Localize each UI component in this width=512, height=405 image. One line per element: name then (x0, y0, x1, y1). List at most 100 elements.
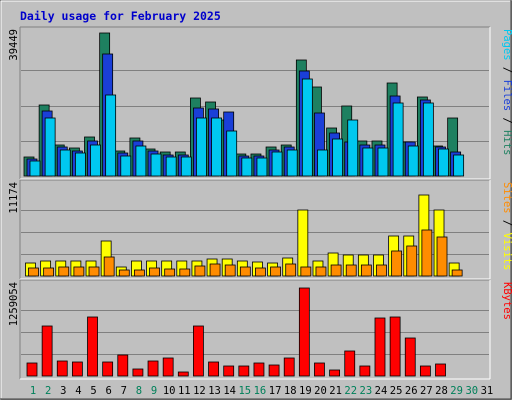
bar-sites-day-15 (239, 266, 251, 277)
bar-kbytes-day-13 (208, 361, 219, 377)
bar-pages-day-11 (180, 156, 192, 177)
bar-sites-day-6 (103, 256, 115, 277)
x-tick-label: 17 (269, 385, 282, 397)
bar-pages-day-28 (438, 148, 449, 177)
x-tick-label: 2 (45, 385, 51, 397)
bar-pages-day-6 (105, 94, 117, 177)
bar-sites-day-4 (73, 266, 85, 277)
x-tick-label: 14 (223, 385, 236, 397)
bar-pages-day-3 (59, 149, 71, 177)
legend-visits: Visits (501, 233, 512, 271)
y-axis-max-label: 11174 (8, 182, 20, 214)
bar-sites-day-21 (330, 264, 342, 277)
bar-pages-day-19 (301, 78, 313, 177)
x-tick-label: 8 (136, 385, 142, 397)
bar-kbytes-day-1 (26, 362, 38, 377)
x-tick-label: 5 (90, 385, 96, 397)
x-tick-label: 1 (30, 385, 36, 397)
bar-sites-day-20 (315, 266, 327, 277)
bar-sites-day-10 (164, 268, 176, 277)
x-tick-label: 4 (75, 385, 81, 397)
bar-sites-day-5 (88, 266, 100, 277)
bar-kbytes-day-9 (147, 360, 159, 377)
legend-files: Files (501, 80, 512, 112)
bar-pages-day-8 (135, 145, 147, 177)
bar-sites-day-27 (421, 229, 433, 277)
bar-visits-day-19 (297, 209, 309, 277)
bar-kbytes-day-4 (71, 361, 83, 377)
bar-sites-day-29 (451, 269, 463, 277)
bar-sites-day-9 (149, 267, 160, 277)
x-tick-label: 29 (450, 385, 463, 397)
bar-sites-day-12 (194, 265, 206, 277)
bar-sites-day-28 (436, 236, 448, 277)
legend-sites: Sites (501, 182, 512, 214)
bar-sites-day-19 (300, 266, 312, 277)
bar-kbytes-day-14 (223, 365, 235, 377)
bar-pages-day-18 (286, 149, 298, 177)
x-tick-label: 20 (314, 385, 327, 397)
x-tick-label: 7 (121, 385, 127, 397)
bar-pages-day-12 (196, 117, 207, 177)
bar-pages-day-23 (362, 147, 374, 177)
bar-sites-day-17 (270, 266, 281, 277)
bar-pages-day-25 (392, 102, 404, 177)
panel-kbytes: 1259054 KBytes (8, 279, 512, 380)
bar-kbytes-day-17 (268, 364, 280, 377)
bar-sites-day-24 (376, 264, 387, 277)
x-tick-label: 23 (360, 385, 373, 397)
bar-kbytes-day-16 (253, 362, 265, 377)
bar-pages-day-15 (241, 157, 253, 177)
x-tick-label: 22 (344, 385, 357, 397)
x-tick-label: 25 (390, 385, 403, 397)
x-tick-label: 21 (329, 385, 342, 397)
bar-pages-day-7 (120, 155, 132, 177)
x-tick-label: 24 (375, 385, 388, 397)
x-tick-label: 12 (193, 385, 206, 397)
x-tick-label: 19 (299, 385, 312, 397)
bar-kbytes-day-11 (177, 371, 189, 377)
bar-kbytes-day-24 (374, 317, 386, 377)
bar-kbytes-day-22 (344, 350, 356, 377)
bar-pages-day-27 (422, 102, 434, 177)
bar-kbytes-day-3 (56, 360, 68, 377)
bar-kbytes-day-25 (389, 316, 401, 377)
bar-kbytes-day-23 (359, 365, 371, 377)
bar-kbytes-day-19 (298, 287, 310, 377)
bar-pages-day-5 (90, 144, 101, 177)
bar-kbytes-day-2 (41, 325, 53, 377)
x-tick-label: 26 (405, 385, 418, 397)
panel-pages-files-hits: 39449 Pages / Files / Hits (8, 26, 512, 180)
x-tick-label: 30 (465, 385, 478, 397)
bar-pages-day-10 (165, 156, 177, 177)
bar-sites-day-14 (224, 264, 236, 277)
legend-: / (501, 61, 512, 80)
bar-sites-day-8 (134, 269, 145, 277)
bar-sites-day-11 (179, 268, 191, 277)
x-tick-label: 28 (435, 385, 448, 397)
legend-kbytes: KBytes (501, 282, 512, 320)
bar-pages-day-22 (347, 119, 359, 177)
x-tick-label: 10 (163, 385, 176, 397)
x-tick-label: 6 (105, 385, 111, 397)
bar-pages-day-16 (256, 157, 268, 177)
x-tick-label: 18 (284, 385, 297, 397)
bar-pages-day-29 (453, 154, 465, 177)
series-legend-label: Sites / Visits (501, 182, 512, 271)
bar-sites-day-26 (406, 245, 418, 277)
bar-kbytes-day-26 (404, 337, 416, 377)
bar-sites-day-13 (209, 263, 221, 277)
bar-kbytes-day-8 (132, 368, 144, 377)
x-tick-label: 11 (178, 385, 191, 397)
bar-kbytes-day-27 (419, 365, 431, 377)
legend-hits: Hits (501, 130, 512, 155)
bar-sites-day-22 (345, 264, 357, 277)
bar-sites-day-23 (360, 264, 372, 277)
bar-sites-day-2 (43, 267, 55, 277)
x-tick-label: 9 (151, 385, 157, 397)
bar-pages-day-26 (407, 145, 419, 177)
bar-sites-day-25 (391, 250, 403, 277)
legend-: / (501, 111, 512, 130)
